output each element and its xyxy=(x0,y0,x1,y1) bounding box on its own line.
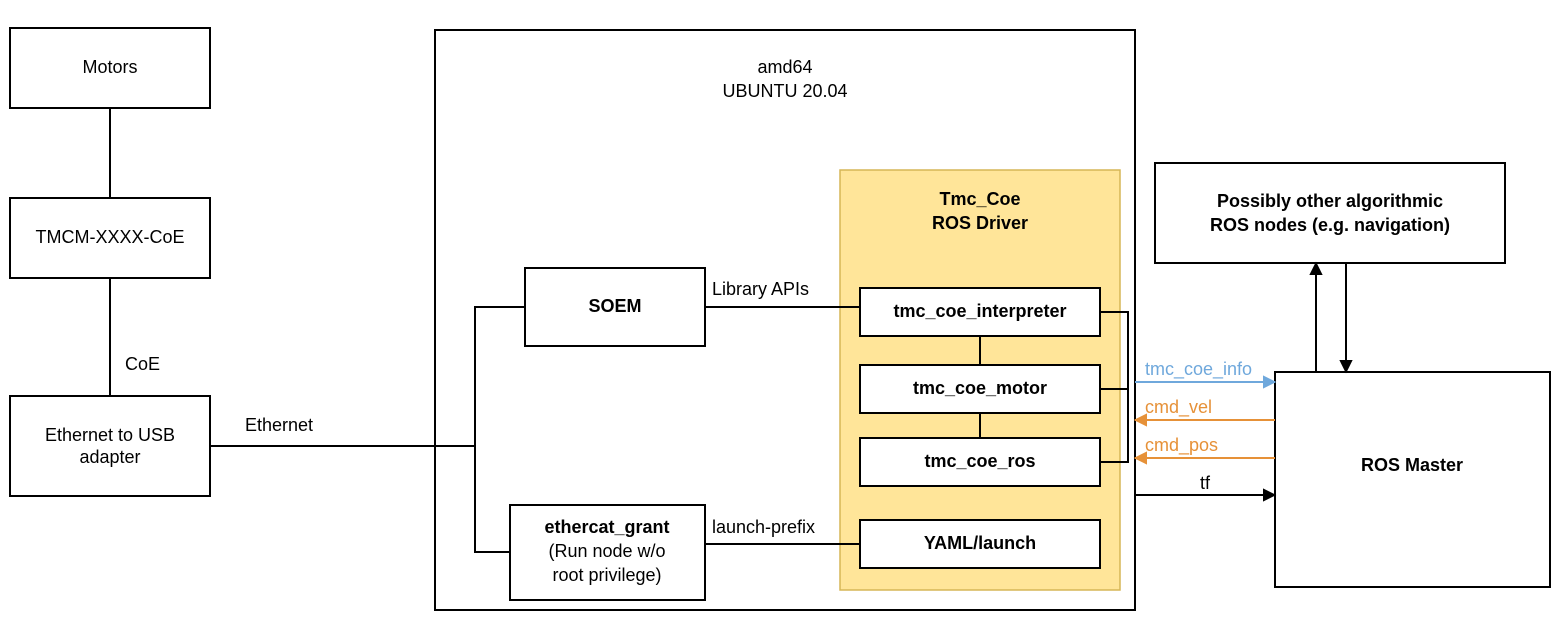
adapter-label1: Ethernet to USB xyxy=(45,425,175,445)
label-ethernet: Ethernet xyxy=(245,415,313,435)
ethercat-grant-label3: root privilege) xyxy=(552,565,661,585)
ros-label: tmc_coe_ros xyxy=(924,451,1035,471)
ros-nodes-label2: ROS nodes (e.g. navigation) xyxy=(1210,215,1450,235)
label-library-apis: Library APIs xyxy=(712,279,809,299)
soem-label: SOEM xyxy=(588,296,641,316)
tmc-coe-driver-label2: ROS Driver xyxy=(932,213,1028,233)
label-launch-prefix: launch-prefix xyxy=(712,517,815,537)
label-cmd-vel: cmd_vel xyxy=(1145,397,1212,418)
ethercat-grant-label1: ethercat_grant xyxy=(544,517,669,537)
ros-master-label: ROS Master xyxy=(1361,455,1463,475)
label-tmc-coe-info: tmc_coe_info xyxy=(1145,359,1252,380)
ros-nodes-box xyxy=(1155,163,1505,263)
ethercat-grant-label2: (Run node w/o xyxy=(548,541,665,561)
interpreter-label: tmc_coe_interpreter xyxy=(893,301,1066,321)
adapter-label2: adapter xyxy=(79,447,140,467)
label-coe: CoE xyxy=(125,354,160,374)
amd64-label2: UBUNTU 20.04 xyxy=(722,81,847,101)
tmc-coe-driver-label1: Tmc_Coe xyxy=(939,189,1020,209)
ros-nodes-label1: Possibly other algorithmic xyxy=(1217,191,1443,211)
label-cmd-pos: cmd_pos xyxy=(1145,435,1218,456)
tmcm-label: TMCM-XXXX-CoE xyxy=(35,227,184,247)
yaml-label: YAML/launch xyxy=(924,533,1036,553)
label-tf: tf xyxy=(1200,473,1211,493)
motor-label: tmc_coe_motor xyxy=(913,378,1047,398)
amd64-label1: amd64 xyxy=(757,57,812,77)
ros-master-box xyxy=(1275,372,1550,587)
motors-label: Motors xyxy=(82,57,137,77)
architecture-diagram: Motors TMCM-XXXX-CoE Ethernet to USB ada… xyxy=(0,0,1558,621)
